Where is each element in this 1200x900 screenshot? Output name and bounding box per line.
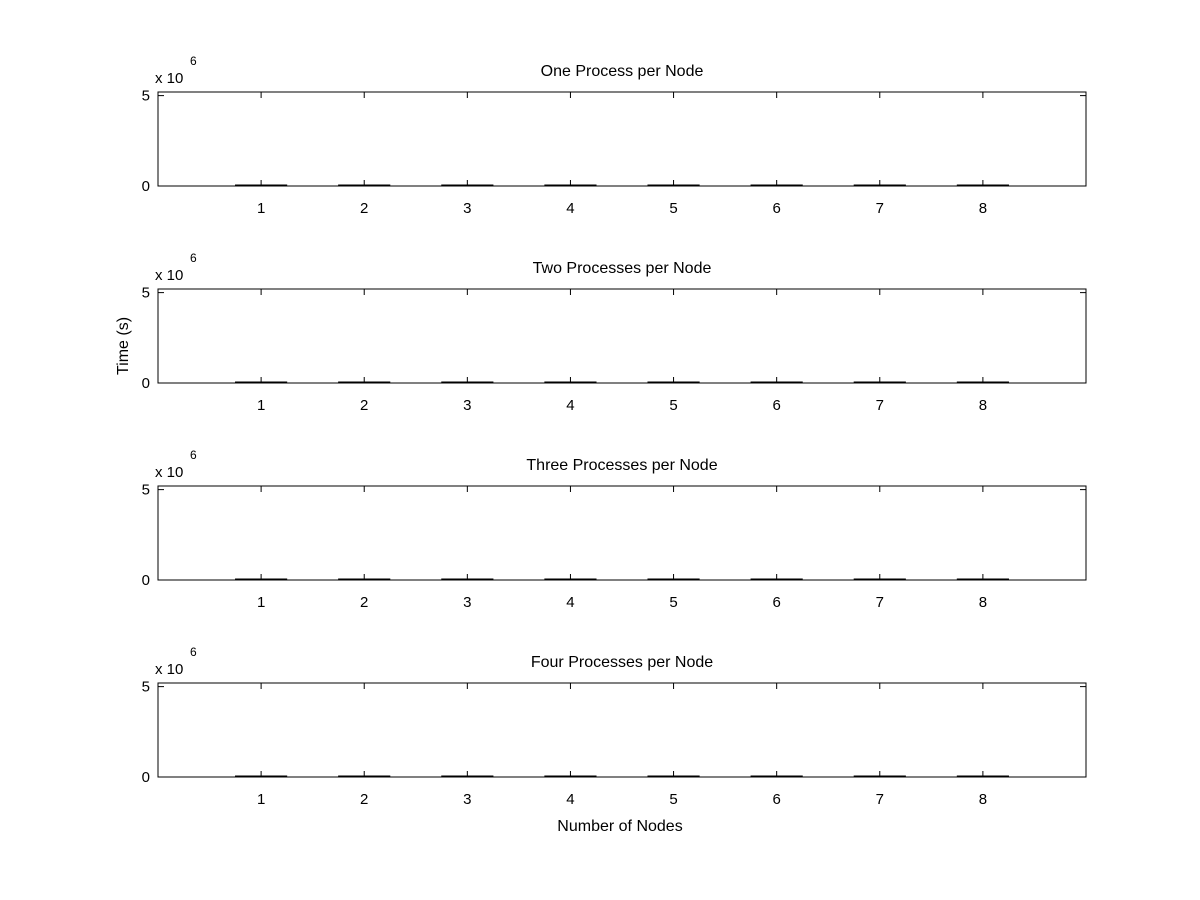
x-tick-label: 1	[257, 594, 265, 611]
bar	[853, 381, 906, 384]
bar	[853, 184, 906, 187]
bar	[235, 775, 288, 778]
axes-box	[157, 485, 1087, 581]
x-tick-label: 7	[876, 397, 884, 414]
bar	[956, 578, 1009, 581]
subplot-title: Two Processes per Node	[533, 260, 712, 277]
y-tick-label: 5	[142, 482, 150, 499]
bar	[544, 578, 597, 581]
x-tick-label: 3	[463, 791, 471, 808]
y-tick-label: 5	[142, 679, 150, 696]
subplot-3: Three Processes per Node x 10 6 0 5 1 2 3 4 5 6 7 8	[142, 448, 1087, 611]
x-tick-label: 2	[360, 594, 368, 611]
bar	[956, 775, 1009, 778]
x-tick-label: 8	[979, 791, 987, 808]
x-tick-label: 3	[463, 397, 471, 414]
bar	[647, 184, 700, 187]
bar	[338, 578, 391, 581]
subplot-title: Three Processes per Node	[526, 457, 717, 474]
bar	[235, 184, 288, 187]
x-tick-label: 6	[772, 397, 780, 414]
y-exponent-base: x 10	[155, 70, 183, 87]
bar	[853, 775, 906, 778]
bar	[441, 578, 494, 581]
x-tick-label: 1	[257, 200, 265, 217]
bar	[956, 381, 1009, 384]
bar	[338, 184, 391, 187]
x-tick-label: 1	[257, 397, 265, 414]
x-tick-label: 2	[360, 200, 368, 217]
bar	[235, 381, 288, 384]
bar	[853, 578, 906, 581]
x-tick-label: 7	[876, 791, 884, 808]
x-tick-label: 7	[876, 594, 884, 611]
subplot-1: One Process per Node x 10 6 0 5 1 2 3 4 5 6 7 8	[142, 54, 1087, 217]
y-exponent-base: x 10	[155, 464, 183, 481]
bar	[544, 184, 597, 187]
y-exponent-power: 6	[190, 645, 197, 659]
subplot-4: Four Processes per Node x 10 6 0 5 1 2 3 4 5 6 7 8	[142, 645, 1087, 808]
bar	[544, 775, 597, 778]
x-tick-label: 3	[463, 594, 471, 611]
y-tick-label: 0	[142, 769, 150, 786]
y-exponent-base: x 10	[155, 267, 183, 284]
bar	[750, 578, 803, 581]
y-tick-label: 0	[142, 375, 150, 392]
x-tick-label: 1	[257, 791, 265, 808]
bar	[647, 381, 700, 384]
y-tick-label: 0	[142, 572, 150, 589]
x-tick-label: 6	[772, 200, 780, 217]
x-axis-label: Number of Nodes	[557, 818, 682, 835]
x-tick-label: 5	[669, 791, 677, 808]
subplot-title: Four Processes per Node	[531, 654, 713, 671]
bar	[441, 381, 494, 384]
x-tick-label: 6	[772, 791, 780, 808]
y-exponent-power: 6	[190, 54, 197, 68]
y-exponent-power: 6	[190, 448, 197, 462]
x-tick-label: 2	[360, 791, 368, 808]
axes-box	[157, 288, 1087, 384]
y-tick-label: 0	[142, 178, 150, 195]
x-tick-label: 7	[876, 200, 884, 217]
subplot-2: Two Processes per Node x 10 6 0 5 1 2 3 4 5 6 7 8	[142, 251, 1087, 414]
bar	[338, 381, 391, 384]
x-tick-label: 8	[979, 200, 987, 217]
x-tick-label: 4	[566, 791, 574, 808]
x-tick-label: 3	[463, 200, 471, 217]
y-axis-label: Time (s)	[115, 317, 132, 375]
y-tick-label: 5	[142, 88, 150, 105]
bar	[235, 578, 288, 581]
bar	[441, 184, 494, 187]
bar	[647, 578, 700, 581]
bar	[956, 184, 1009, 187]
x-tick-label: 5	[669, 594, 677, 611]
bar	[750, 184, 803, 187]
axes-box	[157, 91, 1087, 187]
y-tick-label: 5	[142, 285, 150, 302]
subplot-title: One Process per Node	[541, 63, 704, 80]
x-tick-label: 4	[566, 594, 574, 611]
x-tick-label: 2	[360, 397, 368, 414]
y-exponent-power: 6	[190, 251, 197, 265]
axes-box	[157, 682, 1087, 778]
bar	[338, 775, 391, 778]
x-tick-label: 5	[669, 200, 677, 217]
bar	[441, 775, 494, 778]
bar	[750, 381, 803, 384]
bar	[544, 381, 597, 384]
x-tick-label: 5	[669, 397, 677, 414]
x-tick-label: 8	[979, 594, 987, 611]
x-tick-label: 8	[979, 397, 987, 414]
x-tick-label: 4	[566, 397, 574, 414]
x-tick-label: 6	[772, 594, 780, 611]
bar	[750, 775, 803, 778]
y-exponent-base: x 10	[155, 661, 183, 678]
x-tick-label: 4	[566, 200, 574, 217]
bar	[647, 775, 700, 778]
